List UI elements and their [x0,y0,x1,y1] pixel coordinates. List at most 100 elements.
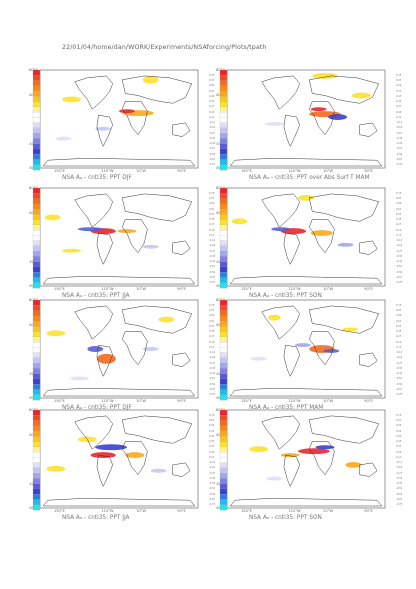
colorbar-tick-label: -0.67 [396,497,403,501]
colorbar-swatch [219,208,228,215]
colorbar-tick-label: -0.43 [396,260,403,264]
map-panel: 80°N40°N0°40°S80°S150°E110°W10°W90°E0.75… [216,68,409,184]
colorbar-swatch [219,373,228,380]
coastline [308,193,380,222]
colorbar-tick-label: 0.59 [209,314,215,318]
colorbar-tick-label: -0.43 [209,372,216,376]
colorbar-swatch [32,315,41,322]
colorbar-tick-label: -0.75 [396,503,403,507]
colorbar-swatch [219,347,228,353]
colorbar-tick-label: -0.43 [396,372,403,376]
map-panel: 80°N40°N0°40°S80°S150°E110°W10°W90°E0.75… [216,186,409,302]
colorbar-tick-label: -0.51 [396,265,403,269]
anomaly-region [46,330,66,337]
colorbar-swatch [219,363,228,369]
colorbar-swatch [32,467,41,474]
colorbar-tick-label: 0.27 [209,105,215,109]
anomaly-region [328,114,348,120]
anomaly-region [271,227,291,232]
colorbar-tick-label: 0.35 [209,330,215,334]
anomaly-region [62,96,82,103]
map-frame [226,299,386,399]
colorbar-tick-label: 0.51 [209,319,215,323]
colorbar-tick-label: -0.67 [209,497,216,501]
colorbar-tick-label: -0.35 [396,476,403,480]
colorbar-tick-label: 0.67 [396,419,402,423]
colorbar-swatch [32,347,41,353]
colorbar-swatch [219,261,228,268]
colorbar-tick-label: -0.59 [396,270,403,274]
coastline [121,75,193,104]
colorbar-swatch [32,85,41,92]
longitude-label: 110°W [288,509,301,513]
colorbar-swatch [32,326,41,332]
colorbar-tick-label: 0.59 [396,202,402,206]
anomaly-region [264,121,284,126]
colorbar-tick-label: 0.35 [209,100,215,104]
colorbar-swatch [32,378,41,385]
anomaly-region [231,218,248,225]
colorbar-tick-label: -0.27 [396,471,403,475]
colorbar-swatch [219,467,228,474]
coastline [359,240,378,255]
colorbar-swatch [32,187,41,194]
colorbar-swatch [219,389,228,396]
colorbar-swatch [219,299,228,306]
anomaly-region [342,327,359,332]
colorbar-swatch [32,277,41,284]
colorbar-swatch [32,384,41,390]
panel-caption: NSA Aₐ - cntl35: PPT JJA [62,515,130,521]
colorbar-tick-label: -0.43 [209,482,216,486]
longitude-label: 110°W [288,169,301,173]
colorbar-swatch [219,436,228,442]
colorbar-tick-label: 0.27 [396,223,402,227]
coastline [261,193,300,228]
colorbar-swatch [219,378,228,385]
colorbar-swatch [219,452,228,458]
anomaly-region [142,244,159,249]
colorbar-tick-label: 0.19 [209,450,215,454]
colorbar-tick-label: -0.51 [209,265,216,269]
colorbar-swatch [219,266,228,273]
colorbar-swatch [219,499,228,506]
colorbar-swatch [219,148,228,155]
colorbar-swatch [219,488,228,495]
anomaly-region [96,353,116,364]
colorbar-swatch [32,198,41,205]
colorbar-swatch [32,457,41,463]
colorbar-tick-label: 0.51 [396,89,402,93]
colorbar-swatch [219,193,228,199]
colorbar-swatch [32,499,41,506]
colorbar-swatch [32,409,41,416]
colorbar-swatch [32,478,41,484]
coastline [229,387,383,397]
coastline [283,114,300,148]
colorbar-swatch [32,224,41,231]
anomaly-region [310,107,327,112]
colorbar-swatch [219,483,228,490]
map-frame [226,187,386,287]
colorbar [219,187,228,289]
coastline [359,462,378,477]
coastline [308,219,335,254]
colorbar-tick-label: 0.43 [396,94,402,98]
colorbar-tick-label: 0.27 [396,105,402,109]
colorbar-swatch [32,219,41,226]
colorbar-tick-label: -0.51 [396,147,403,151]
longitude-label: 10°W [323,399,334,403]
colorbar-swatch [219,368,228,374]
colorbar-swatch [219,430,228,437]
map-plot [226,69,386,169]
colorbar-tick-label: 0.59 [396,84,402,88]
colorbar-tick-label: -0.27 [209,361,216,365]
colorbar-swatch [32,122,41,129]
longitude-label: 90°E [177,169,186,173]
colorbar-tick-label: -0.19 [396,126,403,130]
coastline [229,275,383,285]
colorbar-tick-label: -0.51 [209,147,216,151]
coastline [42,387,196,397]
colorbar-tick-label: 0.35 [209,440,215,444]
colorbar-swatch [32,425,41,432]
colorbar-tick-label: -0.59 [396,382,403,386]
anomaly-region [345,461,362,468]
